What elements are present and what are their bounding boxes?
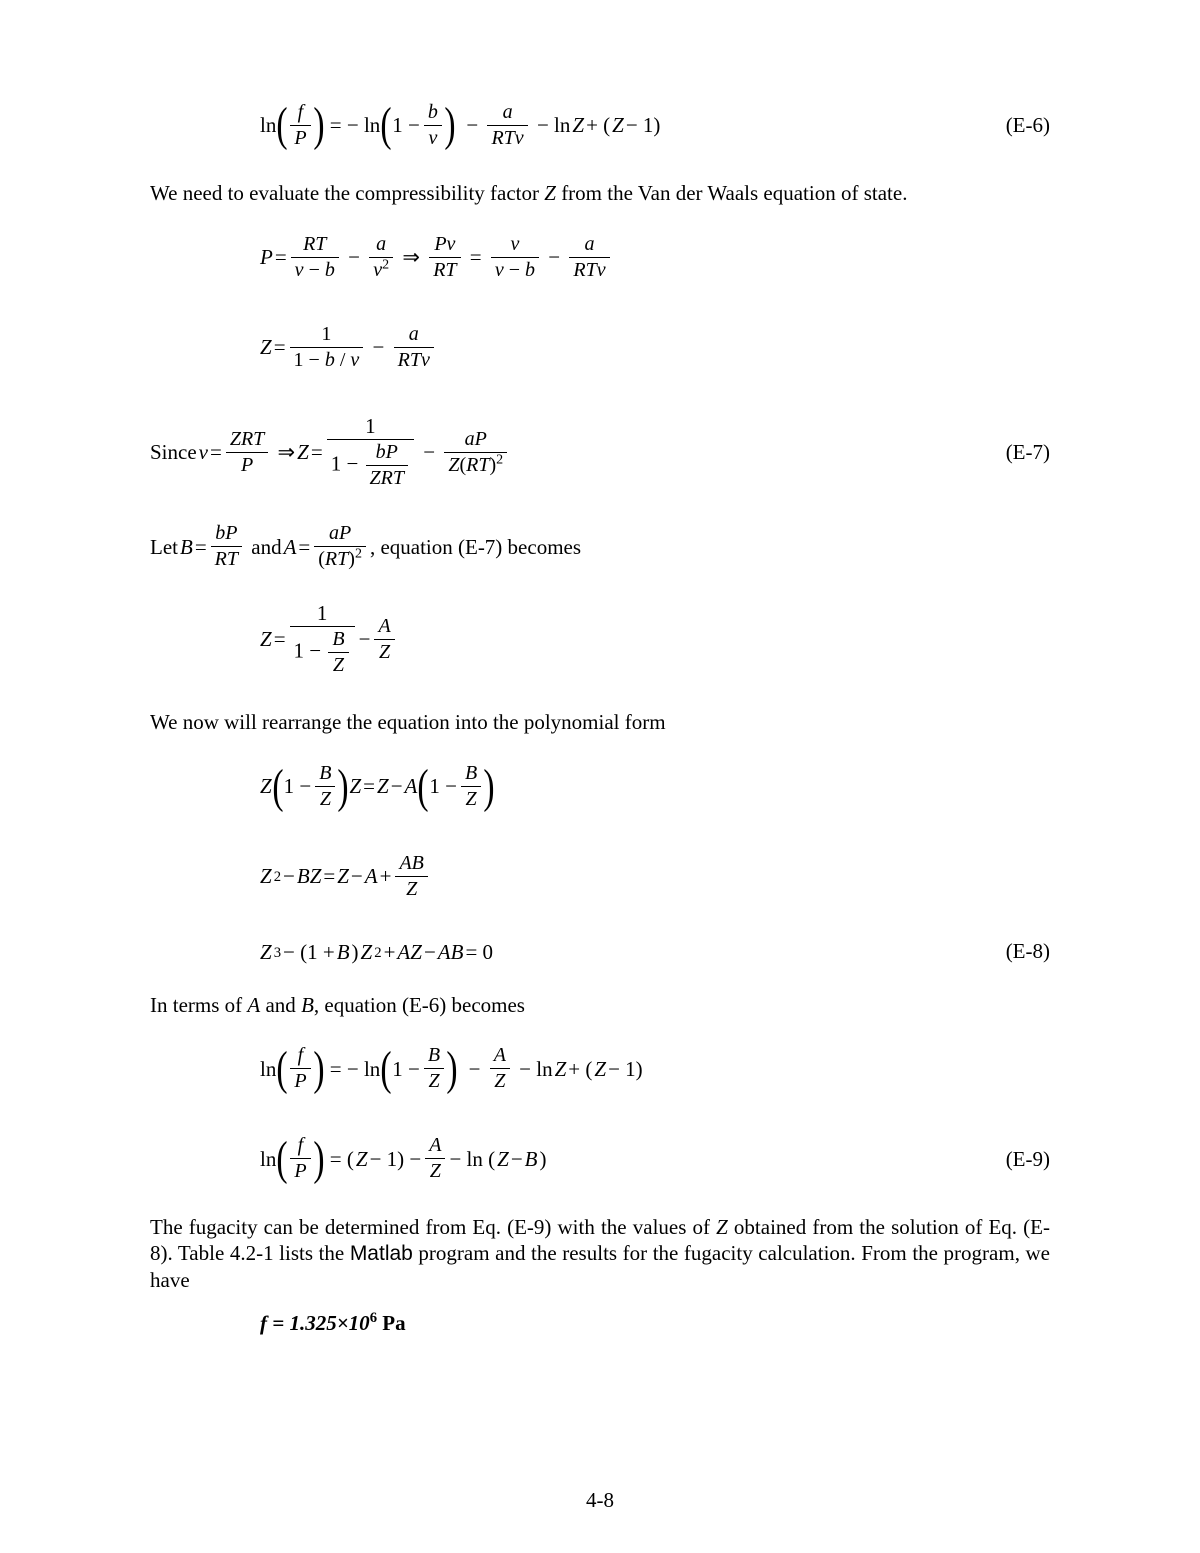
para-in-terms-AB: In terms of A and B, equation (E-6) beco… — [150, 992, 1050, 1018]
eq-label-E6: (E-6) — [980, 112, 1050, 138]
equation-Z-AB: Z = 1 1 − B Z − A Z — [150, 589, 1050, 689]
text-let-tail: , equation (E-7) becomes — [370, 534, 581, 560]
page-number: 4-8 — [0, 1487, 1200, 1513]
result-fugacity: f = 1.325×106 Pa — [150, 1310, 1050, 1336]
result-unit: Pa — [377, 1311, 406, 1335]
para-fugacity-result: The fugacity can be determined from Eq. … — [150, 1214, 1050, 1294]
eq-label-E8: (E-8) — [980, 938, 1050, 964]
equation-E7: Since v = ZRT P ⇒Z = 1 1 − bP ZRT — [150, 402, 1050, 502]
equation-E6-AB: ln ( f P ) = − ln ( 1 − B Z ) − A Z — [150, 1034, 1050, 1104]
equation-E6: ln ( f P ) = − ln ( 1 − b v ) − a R — [150, 90, 1050, 160]
equation-Z-form: Z = 1 1 − b / v − a RTv — [150, 312, 1050, 382]
page: ln ( f P ) = − ln ( 1 − b v ) − a R — [0, 0, 1200, 1553]
para-compressibility: We need to evaluate the compressibility … — [150, 180, 1050, 206]
eq-label-E7: (E-7) — [980, 439, 1050, 465]
sym-P: P — [294, 127, 306, 149]
sym-b: b — [428, 101, 438, 123]
result-exponent: 6 — [370, 1310, 377, 1326]
equation-poly2: Z2 − BZ = Z − A + AB Z — [150, 842, 1050, 912]
result-value: f = 1.325×10 — [260, 1311, 370, 1335]
text-since: Since — [150, 439, 197, 465]
equation-E9: ln ( f P ) = (Z − 1) − A Z − ln (Z − B) … — [150, 1124, 1050, 1194]
para-let-AB: Let B = bP RT and A = aP (RT)2 , equatio… — [150, 522, 1050, 571]
sym-a: a — [503, 101, 513, 123]
sym-f: f — [298, 101, 304, 123]
sym-v: v — [428, 127, 437, 149]
text-interms-post: , equation (E-6) becomes — [314, 993, 525, 1017]
text-interms-mid: and — [260, 993, 301, 1017]
equation-vdw-P: P = RT v − b − a v2 ⇒ Pv RT = v — [150, 222, 1050, 292]
equation-E8: Z3 − (1 + B)Z2 + AZ − AB = 0 (E-8) — [150, 932, 1050, 972]
para-rearrange: We now will rearrange the equation into … — [150, 709, 1050, 735]
eq-label-E9: (E-9) — [980, 1146, 1050, 1172]
text-interms-pre: In terms of — [150, 993, 247, 1017]
equation-poly1: Z ( 1 − B Z ) Z = Z − A ( 1 − B Z ) — [150, 752, 1050, 822]
